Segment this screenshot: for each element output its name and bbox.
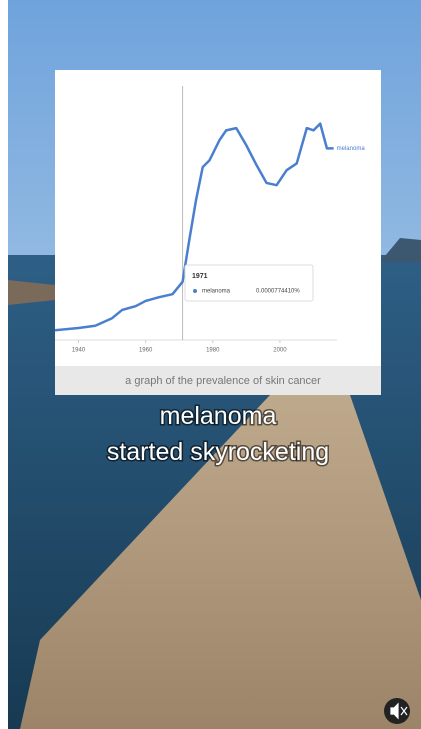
page: a graph of the prevalence of skin cancer…: [0, 0, 421, 729]
screen: a graph of the prevalence of skin cancer…: [0, 0, 421, 729]
tooltip-title: 1971: [192, 273, 208, 280]
overlay-text: started skyrocketing: [107, 438, 329, 466]
tooltip-dot: [193, 289, 197, 293]
x-tick-label: 1960: [139, 348, 153, 354]
left-edge: [0, 0, 8, 729]
overlay-text: melanoma: [160, 402, 277, 430]
x-tick-label: 1940: [72, 348, 86, 354]
line-label: melanoma: [337, 146, 366, 152]
tooltip-value: 0.0000774410%: [256, 289, 300, 295]
chart-panel: [55, 70, 381, 395]
caption: a graph of the prevalence of skin cancer: [125, 375, 321, 387]
x-tick-label: 2000: [273, 348, 287, 354]
tooltip: [185, 265, 313, 301]
tooltip-series: melanoma: [202, 289, 231, 295]
x-tick-label: 1980: [206, 348, 220, 354]
